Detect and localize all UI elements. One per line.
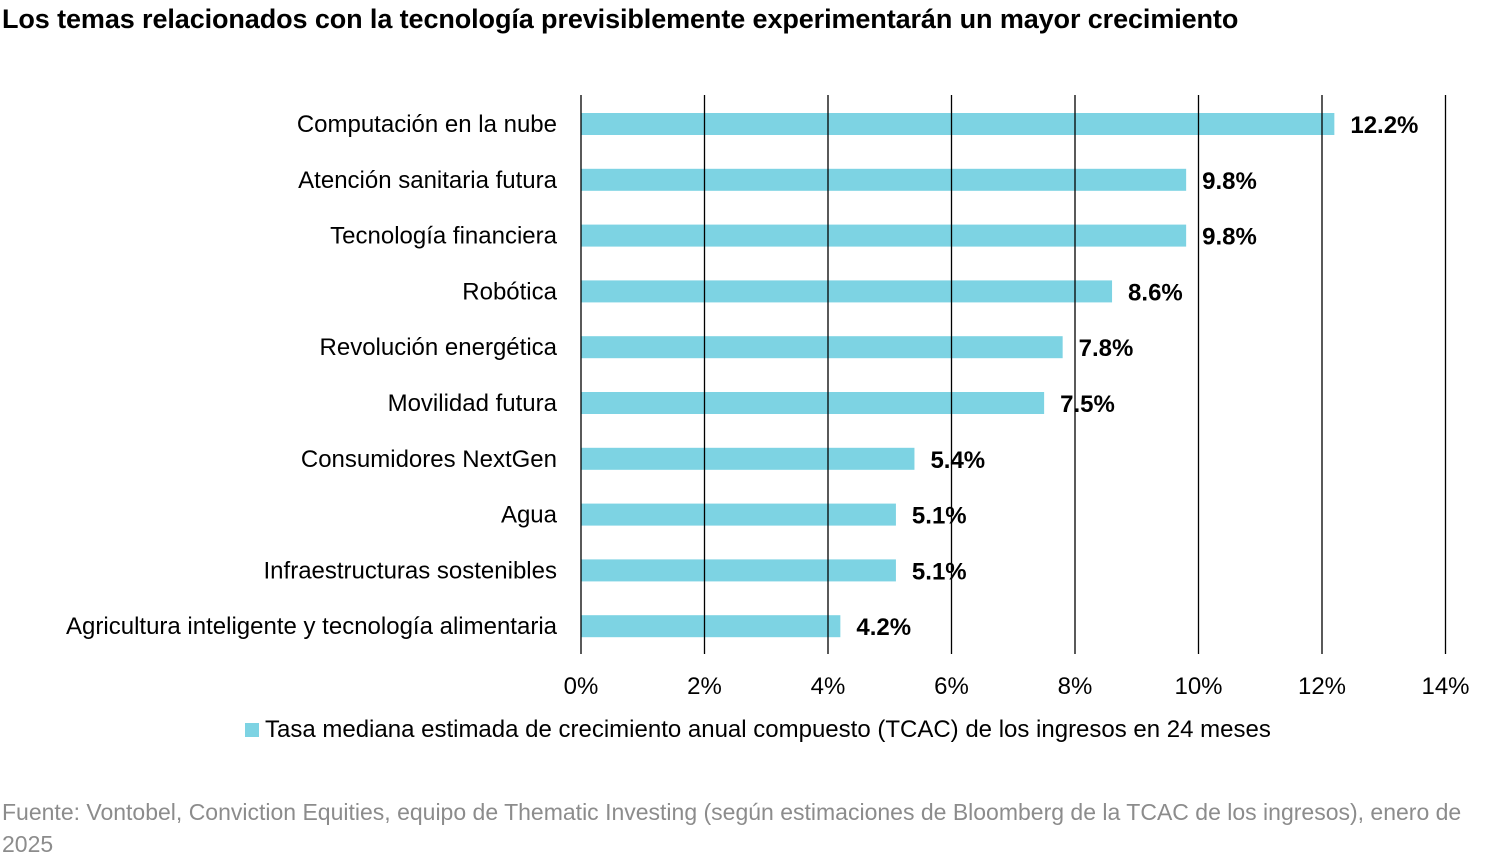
category-label: Revolución energética bbox=[320, 334, 558, 361]
bar bbox=[581, 503, 896, 526]
data-label: 7.8% bbox=[1079, 335, 1134, 362]
category-label: Movilidad futura bbox=[388, 390, 558, 417]
legend-swatch bbox=[245, 723, 259, 737]
bar bbox=[581, 615, 841, 638]
chart-title: Los temas relacionados con la tecnología… bbox=[2, 4, 1239, 34]
data-label: 9.8% bbox=[1202, 168, 1257, 195]
data-label: 5.1% bbox=[912, 558, 967, 585]
legend: Tasa mediana estimada de crecimiento anu… bbox=[245, 716, 1271, 744]
x-tick-label: 14% bbox=[1421, 673, 1469, 700]
x-tick-label: 8% bbox=[1058, 673, 1093, 700]
category-label: Consumidores NextGen bbox=[301, 446, 557, 473]
x-tick-label: 0% bbox=[564, 673, 599, 700]
bar bbox=[581, 559, 896, 582]
bar bbox=[581, 336, 1063, 359]
category-label: Agricultura inteligente y tecnología ali… bbox=[66, 613, 558, 640]
data-label: 5.4% bbox=[930, 447, 985, 474]
bar bbox=[581, 447, 915, 470]
bar bbox=[581, 280, 1113, 303]
data-label: 8.6% bbox=[1128, 279, 1183, 306]
bar bbox=[581, 113, 1335, 135]
legend-label: Tasa mediana estimada de crecimiento anu… bbox=[265, 716, 1271, 743]
bar-chart: Computación en la nube 12.2% Atención sani… bbox=[66, 95, 1470, 700]
category-label: Atención sanitaria futura bbox=[298, 167, 557, 194]
data-label: 12.2% bbox=[1350, 112, 1418, 139]
category-label: Infraestructuras sostenibles bbox=[264, 557, 557, 584]
x-tick-label: 4% bbox=[811, 673, 846, 700]
data-label: 7.5% bbox=[1060, 391, 1115, 418]
bar bbox=[581, 168, 1187, 191]
x-tick-label: 10% bbox=[1174, 673, 1222, 700]
category-label: Agua bbox=[501, 502, 558, 529]
bar bbox=[581, 224, 1187, 247]
x-tick-label: 2% bbox=[687, 673, 722, 700]
x-tick-label: 6% bbox=[934, 673, 969, 700]
data-label: 4.2% bbox=[856, 614, 911, 641]
x-tick-label: 12% bbox=[1298, 673, 1346, 700]
data-label: 5.1% bbox=[912, 503, 967, 530]
data-label: 9.8% bbox=[1202, 224, 1257, 251]
bar bbox=[581, 392, 1045, 414]
category-label: Computación en la nube bbox=[297, 111, 557, 138]
category-label: Robótica bbox=[462, 278, 557, 305]
source-note: Fuente: Vontobel, Conviction Equities, e… bbox=[2, 799, 1462, 857]
category-label: Tecnología financiera bbox=[330, 223, 557, 250]
